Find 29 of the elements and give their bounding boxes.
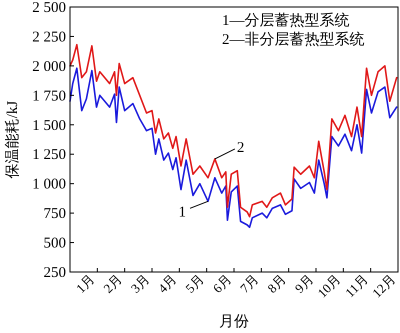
x-tick-label: 12月 xyxy=(369,272,398,301)
x-tick-label: 9月 xyxy=(292,272,316,296)
y-axis-title: 保温能耗/kJ xyxy=(4,100,21,178)
annotation: 1—分层蓄热型系统 xyxy=(222,12,350,29)
x-tick-label: 1月 xyxy=(73,272,98,296)
y-tick-label: 1 250 xyxy=(32,147,66,164)
annotation: 2—非分层蓄热型系统 xyxy=(222,31,364,48)
y-tick-label: 2 250 xyxy=(32,29,66,46)
line-series xyxy=(69,67,398,228)
x-tick-label: 3月 xyxy=(128,272,152,296)
x-tick-label: 5月 xyxy=(182,272,207,296)
y-tick-label: 250 xyxy=(44,265,66,281)
y-tick-label: 1 000 xyxy=(32,176,66,193)
annotation: 2 xyxy=(236,140,244,156)
y-tick-label: 1 500 xyxy=(32,118,66,134)
y-tick-label: 750 xyxy=(44,206,66,222)
y-tick-label: 2 000 xyxy=(32,58,66,75)
x-tick-label: 11月 xyxy=(342,272,371,300)
annotation: 1 xyxy=(178,204,186,220)
y-tick-label: 1 750 xyxy=(32,88,66,104)
x-tick-label: 6月 xyxy=(210,272,234,296)
x-axis-title: 月份 xyxy=(219,314,249,330)
y-tick-label: 2 500 xyxy=(32,0,66,16)
x-tick-label: 7月 xyxy=(237,272,262,296)
x-tick-label: 2月 xyxy=(100,272,125,296)
x-tick-label: 8月 xyxy=(264,272,289,296)
x-tick-label: 10月 xyxy=(314,272,344,301)
y-tick-label: 500 xyxy=(44,236,66,252)
x-tick-label: 4月 xyxy=(155,272,180,296)
